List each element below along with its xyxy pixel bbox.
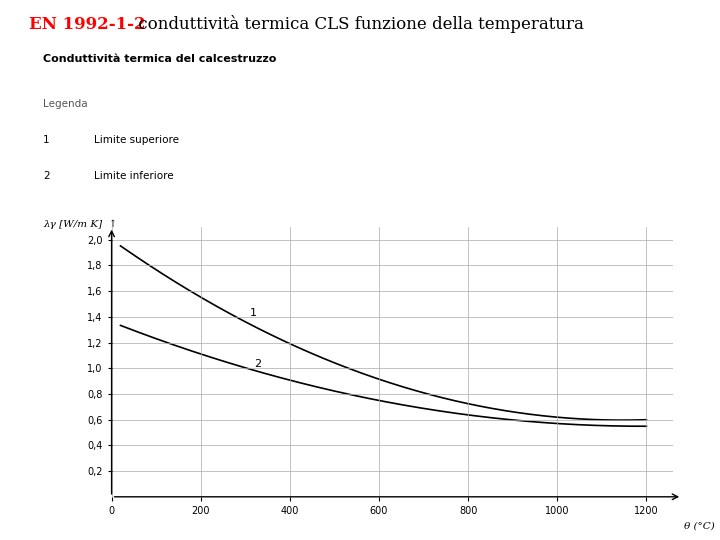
Text: 1: 1 (43, 135, 50, 145)
Text: Limite inferiore: Limite inferiore (94, 171, 174, 181)
Text: Limite superiore: Limite superiore (94, 135, 179, 145)
Text: EN 1992-1-2: EN 1992-1-2 (29, 16, 145, 33)
Text: conduttività termica CLS funzione della temperatura: conduttività termica CLS funzione della … (133, 15, 584, 33)
Text: 2: 2 (43, 171, 50, 181)
Text: θ (°C): θ (°C) (684, 521, 715, 530)
Text: 2: 2 (254, 360, 261, 369)
Text: Conduttività termica del calcestruzzo: Conduttività termica del calcestruzzo (43, 54, 276, 64)
Text: Legenda: Legenda (43, 99, 88, 110)
Text: 1: 1 (250, 308, 257, 318)
Text: λγ [W/m K]  ↑: λγ [W/m K] ↑ (43, 219, 117, 229)
